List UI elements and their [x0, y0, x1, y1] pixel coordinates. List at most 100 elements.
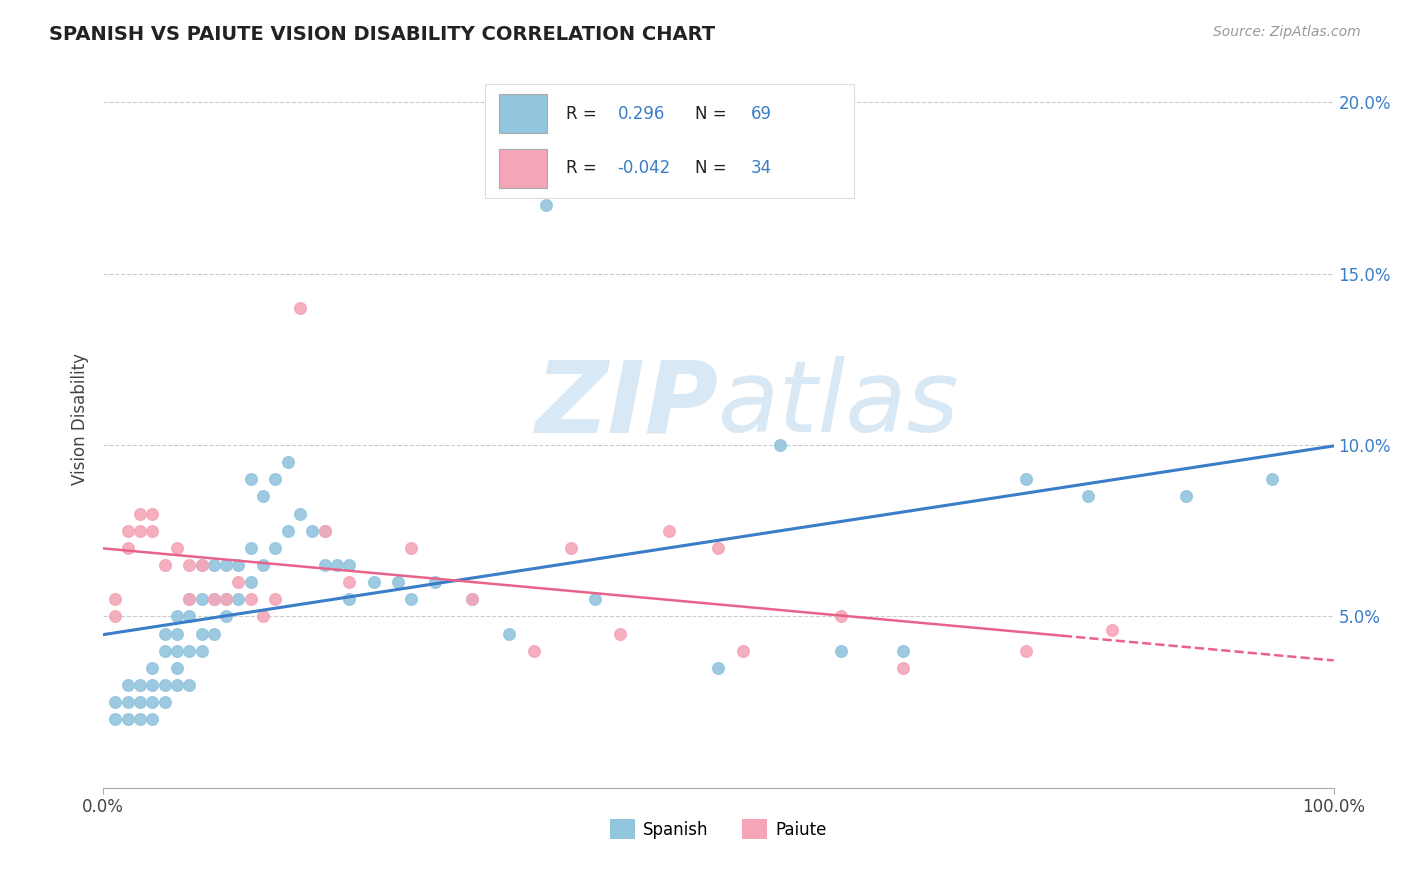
- Point: [104, 592, 127, 607]
- Point: [166, 541, 188, 555]
- Point: [264, 472, 287, 486]
- Point: [239, 472, 262, 486]
- Y-axis label: Vision Disability: Vision Disability: [72, 353, 89, 485]
- Point: [1101, 623, 1123, 637]
- Point: [104, 712, 127, 726]
- Text: atlas: atlas: [718, 356, 960, 453]
- Point: [252, 490, 274, 504]
- Point: [731, 643, 754, 657]
- Point: [202, 592, 225, 607]
- Point: [277, 524, 299, 538]
- Point: [166, 626, 188, 640]
- Point: [891, 643, 914, 657]
- Point: [288, 301, 311, 315]
- Point: [129, 507, 152, 521]
- Point: [141, 712, 163, 726]
- Point: [239, 575, 262, 590]
- Point: [179, 558, 201, 572]
- Point: [252, 609, 274, 624]
- Point: [707, 661, 730, 675]
- Point: [166, 678, 188, 692]
- Point: [363, 575, 385, 590]
- Point: [202, 558, 225, 572]
- Point: [1015, 643, 1038, 657]
- Point: [104, 609, 127, 624]
- Point: [830, 643, 852, 657]
- Point: [141, 507, 163, 521]
- Point: [314, 524, 336, 538]
- Point: [337, 592, 360, 607]
- Point: [1076, 490, 1098, 504]
- Point: [190, 643, 212, 657]
- Point: [264, 541, 287, 555]
- Point: [129, 712, 152, 726]
- Point: [153, 558, 176, 572]
- Point: [891, 661, 914, 675]
- Text: ZIP: ZIP: [536, 356, 718, 453]
- Point: [658, 524, 681, 538]
- Point: [141, 524, 163, 538]
- Point: [534, 198, 557, 212]
- Point: [153, 643, 176, 657]
- Point: [337, 558, 360, 572]
- Point: [609, 626, 631, 640]
- Point: [288, 507, 311, 521]
- Point: [1261, 472, 1284, 486]
- Point: [141, 678, 163, 692]
- Point: [166, 609, 188, 624]
- Point: [560, 541, 582, 555]
- Point: [179, 643, 201, 657]
- Point: [252, 558, 274, 572]
- Point: [301, 524, 323, 538]
- Point: [190, 626, 212, 640]
- Point: [179, 592, 201, 607]
- Point: [202, 626, 225, 640]
- Point: [314, 558, 336, 572]
- Point: [399, 592, 422, 607]
- Point: [228, 558, 250, 572]
- Point: [326, 558, 349, 572]
- Point: [337, 575, 360, 590]
- Point: [239, 592, 262, 607]
- Text: SPANISH VS PAIUTE VISION DISABILITY CORRELATION CHART: SPANISH VS PAIUTE VISION DISABILITY CORR…: [49, 25, 716, 44]
- Point: [215, 592, 238, 607]
- Point: [190, 558, 212, 572]
- Point: [129, 678, 152, 692]
- Point: [264, 592, 287, 607]
- Point: [117, 712, 139, 726]
- Text: Source: ZipAtlas.com: Source: ZipAtlas.com: [1213, 25, 1361, 39]
- Point: [179, 609, 201, 624]
- Point: [314, 524, 336, 538]
- Legend: Spanish, Paiute: Spanish, Paiute: [603, 813, 834, 846]
- Point: [769, 438, 792, 452]
- Point: [141, 661, 163, 675]
- Point: [166, 643, 188, 657]
- Point: [104, 695, 127, 709]
- Point: [461, 592, 484, 607]
- Point: [523, 643, 546, 657]
- Point: [117, 541, 139, 555]
- Point: [498, 626, 520, 640]
- Point: [215, 592, 238, 607]
- Point: [277, 455, 299, 469]
- Point: [215, 609, 238, 624]
- Point: [190, 558, 212, 572]
- Point: [153, 626, 176, 640]
- Point: [153, 695, 176, 709]
- Point: [215, 558, 238, 572]
- Point: [707, 541, 730, 555]
- Point: [461, 592, 484, 607]
- Point: [425, 575, 447, 590]
- Point: [117, 695, 139, 709]
- Point: [179, 592, 201, 607]
- Point: [1015, 472, 1038, 486]
- Point: [129, 695, 152, 709]
- Point: [202, 592, 225, 607]
- Point: [166, 661, 188, 675]
- Point: [583, 592, 606, 607]
- Point: [129, 524, 152, 538]
- Point: [387, 575, 409, 590]
- Point: [179, 678, 201, 692]
- Point: [228, 592, 250, 607]
- Point: [117, 524, 139, 538]
